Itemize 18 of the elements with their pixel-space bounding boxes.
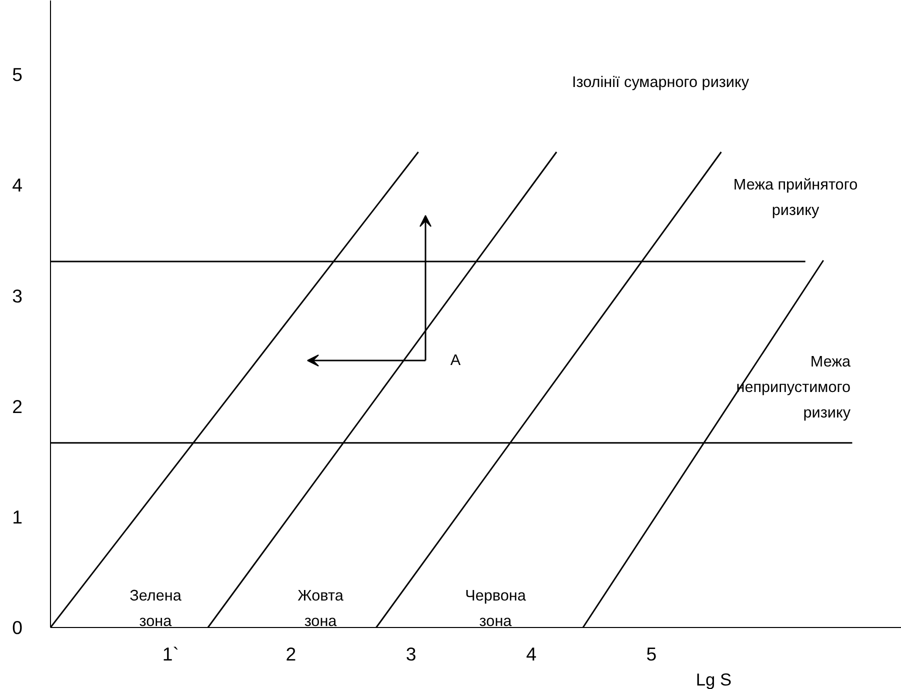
annotation: Червона зона	[465, 587, 526, 630]
y-tick-label: 5	[12, 64, 23, 86]
x-axis-title: Lg S	[696, 670, 732, 689]
y-tick-label: 3	[12, 285, 23, 306]
x-tick-label: 1`	[162, 644, 179, 664]
annotation: Жовта зона	[298, 587, 344, 630]
y-tick-label: 0	[12, 617, 23, 638]
x-tick-label: 5	[646, 644, 657, 664]
annotation: Зелена зона	[130, 587, 182, 630]
x-tick-label: 2	[286, 644, 296, 664]
x-tick-label: 4	[526, 644, 536, 664]
annotation: Ізолінії сумарного ризику	[572, 74, 750, 91]
y-tick-label: 4	[12, 174, 23, 196]
x-tick-label: 3	[406, 644, 416, 664]
y-tick-label: 2	[12, 396, 23, 417]
annotation: Межа прийнятого ризику	[733, 176, 858, 219]
y-tick-label: 1	[12, 506, 23, 528]
annotation: A	[450, 352, 462, 369]
